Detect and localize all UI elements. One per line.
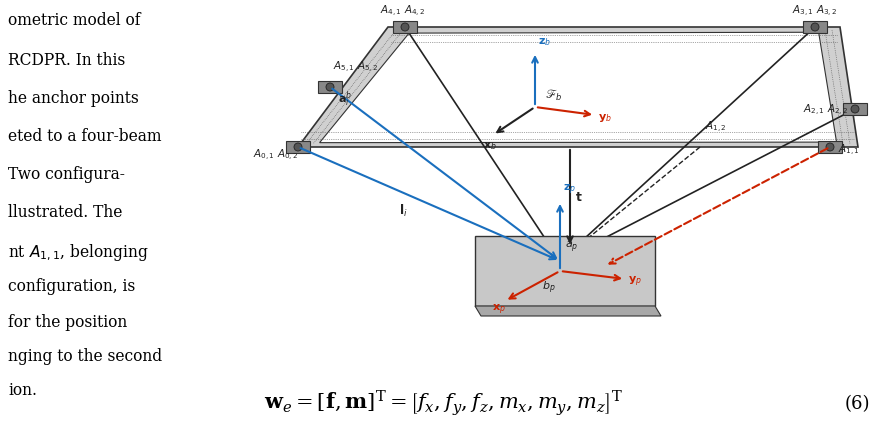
- Text: $\mathbf{l}_i$: $\mathbf{l}_i$: [399, 203, 408, 218]
- Bar: [318, 82, 342, 94]
- Text: llustrated. The: llustrated. The: [8, 203, 122, 221]
- Text: $A_{2,1}\ A_{2,2}$: $A_{2,1}\ A_{2,2}$: [803, 102, 849, 117]
- Text: $A_{4,1}\ A_{4,2}$: $A_{4,1}\ A_{4,2}$: [380, 4, 425, 19]
- Text: $\bar{a}_p$: $\bar{a}_p$: [565, 237, 579, 253]
- Text: $\mathbf{t}$: $\mathbf{t}$: [575, 191, 583, 204]
- Polygon shape: [298, 28, 858, 147]
- Circle shape: [401, 24, 409, 32]
- Circle shape: [294, 144, 302, 152]
- Text: $\mathbf{x}_b$: $\mathbf{x}_b$: [483, 140, 497, 151]
- Text: $\mathbf{w}_e = \left[\mathbf{f},\mathbf{m}\right]^\mathrm{T} = \left[f_x, f_y, : $\mathbf{w}_e = \left[\mathbf{f},\mathbf…: [264, 387, 622, 417]
- Text: $\mathbf{y}_b$: $\mathbf{y}_b$: [598, 112, 612, 124]
- Circle shape: [326, 84, 334, 92]
- Circle shape: [826, 144, 834, 152]
- Text: $\mathbf{y}_p$: $\mathbf{y}_p$: [628, 274, 642, 289]
- Text: ion.: ion.: [8, 381, 37, 398]
- Text: $b_p$: $b_p$: [542, 280, 556, 296]
- Text: for the position: for the position: [8, 313, 128, 330]
- Polygon shape: [320, 33, 836, 143]
- Polygon shape: [475, 306, 661, 316]
- Text: nging to the second: nging to the second: [8, 347, 162, 364]
- Circle shape: [851, 106, 859, 114]
- Text: nt $A_{1,1}$, belonging: nt $A_{1,1}$, belonging: [8, 241, 149, 262]
- Text: $A_{0,1}\ A_{0,2}$: $A_{0,1}\ A_{0,2}$: [253, 147, 299, 163]
- Text: eted to a four-beam: eted to a four-beam: [8, 128, 161, 144]
- Bar: [818, 141, 842, 154]
- Text: $\mathbf{z}_b$: $\mathbf{z}_b$: [538, 36, 551, 48]
- Text: configuration, is: configuration, is: [8, 277, 136, 294]
- Text: $A_{3,1}\ A_{3,2}$: $A_{3,1}\ A_{3,2}$: [792, 4, 837, 19]
- Text: RCDPR. In this: RCDPR. In this: [8, 52, 125, 69]
- Text: $\mathscr{F}_b$: $\mathscr{F}_b$: [545, 88, 563, 103]
- Text: $A_{1,1}$: $A_{1,1}$: [838, 142, 860, 157]
- Bar: [803, 22, 827, 34]
- Text: $\mathbf{a}_i^b$: $\mathbf{a}_i^b$: [338, 89, 352, 109]
- Text: he anchor points: he anchor points: [8, 90, 139, 107]
- Text: ometric model of: ometric model of: [8, 12, 141, 29]
- Circle shape: [811, 24, 819, 32]
- Text: Two configura-: Two configura-: [8, 166, 125, 183]
- Text: $A_{1,2}$: $A_{1,2}$: [705, 120, 727, 135]
- Bar: [393, 22, 417, 34]
- Text: $A_{5,1}\ A_{5,2}$: $A_{5,1}\ A_{5,2}$: [333, 60, 378, 75]
- Text: $\mathbf{x}_p$: $\mathbf{x}_p$: [492, 302, 506, 316]
- Bar: [843, 104, 867, 116]
- Text: (6): (6): [844, 394, 870, 412]
- Text: $\mathbf{z}_p$: $\mathbf{z}_p$: [563, 182, 576, 197]
- Bar: [286, 141, 310, 154]
- Polygon shape: [475, 237, 655, 306]
